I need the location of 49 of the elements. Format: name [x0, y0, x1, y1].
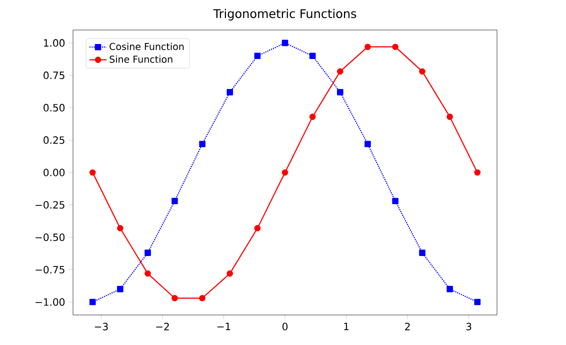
point [282, 40, 288, 46]
y-tick-label: 1.00 [44, 39, 65, 47]
point [446, 114, 453, 120]
y-tick-label: 0.50 [44, 104, 65, 112]
point [336, 89, 344, 96]
y-tick-label: 0.75 [44, 72, 64, 80]
y-tick-label: −0.25 [36, 201, 64, 209]
point [89, 298, 96, 306]
point [392, 44, 398, 50]
x-tick-label: 2 [405, 322, 410, 330]
point [364, 140, 371, 148]
point [89, 169, 96, 176]
x-tick-label: −3 [94, 322, 108, 330]
point [419, 250, 426, 256]
point [392, 198, 398, 204]
point [172, 294, 178, 302]
point [117, 225, 124, 232]
x-tick-label: 0 [282, 322, 288, 330]
chart-title: Trigonometric Functions [213, 8, 356, 20]
point [474, 169, 481, 176]
point [254, 52, 261, 60]
point [309, 114, 316, 120]
point [446, 286, 453, 292]
point [172, 198, 178, 204]
y-tick-label: 0.00 [44, 168, 65, 176]
legend-label: Sine Function [110, 55, 172, 63]
point [144, 270, 151, 277]
x-tick-label: 3 [466, 322, 472, 330]
point [419, 68, 426, 75]
point [254, 225, 261, 232]
point [474, 298, 481, 306]
y-tick-label: −1.00 [36, 298, 65, 306]
point [282, 169, 288, 176]
x-tick-label: 1 [344, 322, 349, 330]
point [309, 52, 316, 60]
point [336, 68, 344, 75]
point [226, 270, 234, 277]
x-tick-label: −1 [217, 322, 230, 330]
point [226, 89, 234, 96]
point [199, 294, 206, 302]
point [144, 250, 151, 256]
y-tick-label: −0.50 [36, 233, 65, 242]
point [117, 286, 124, 292]
legend-label: Cosine Function [110, 42, 184, 50]
y-tick-label: −0.75 [36, 266, 64, 274]
y-tick-label: 0.25 [44, 136, 64, 144]
x-tick-label: −2 [156, 322, 169, 330]
point [199, 140, 206, 148]
point [364, 44, 371, 50]
